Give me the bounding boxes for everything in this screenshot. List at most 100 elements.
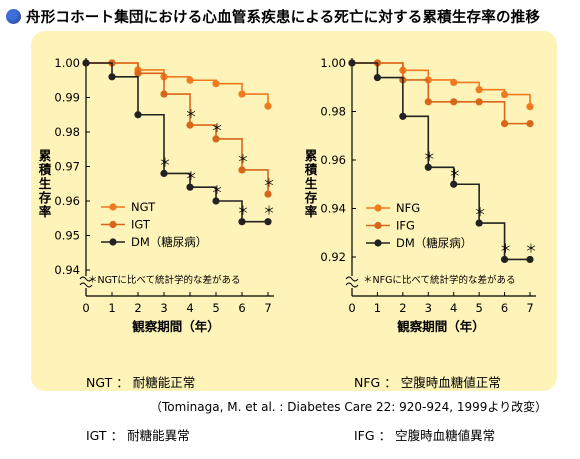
x-tick-label: 1 (108, 301, 115, 315)
data-point (450, 78, 458, 86)
axis-break-icon (345, 276, 359, 288)
data-point (186, 183, 194, 191)
x-tick-label: 1 (374, 301, 381, 315)
data-point (500, 120, 509, 128)
legend-swatch-marker (374, 204, 382, 212)
y-axis-label-char: 率 (39, 204, 52, 219)
y-tick-label: 0.96 (54, 194, 80, 208)
legend-label: IFG (396, 219, 415, 233)
x-tick-label: 3 (160, 301, 167, 315)
data-point (212, 135, 220, 143)
y-axis-label-char: 生 (305, 176, 318, 191)
data-point (186, 76, 194, 84)
x-tick-label: 2 (399, 301, 406, 315)
y-tick-label: 1.00 (320, 56, 346, 70)
x-tick-label: 0 (82, 301, 89, 315)
x-tick-label: 0 (348, 301, 355, 315)
def-sep: ： (378, 428, 392, 443)
significance-asterisk: ＊ (185, 169, 197, 183)
def-desc: 耐糖能正常 (132, 375, 196, 390)
legend-label: NFG (396, 201, 420, 215)
charts-svg: 1.00 0.99 0.98 0.97 0.96 0.95 0.94 0 1 2 3 4 5 6 7 累積生存… (38, 56, 537, 334)
legend-swatch-marker (109, 203, 117, 211)
series-line (352, 62, 531, 107)
data-point (475, 219, 483, 227)
def-sep: ： (110, 428, 124, 443)
data-point (526, 120, 534, 128)
significance-asterisk: ＊ (423, 149, 435, 163)
legend-label: DM（糖尿病） (131, 235, 207, 249)
page-title: 舟形コホート集団における心血管系疾患による死亡に対する累積生存率の推移 (26, 9, 541, 26)
data-point (134, 111, 142, 119)
data-point (212, 197, 220, 205)
x-tick-label: 5 (212, 301, 219, 315)
significance-asterisk: ＊ (159, 155, 171, 169)
significance-asterisk: ＊ (237, 152, 249, 166)
y-axis-label-char: 累 (305, 148, 318, 163)
significance-asterisk: ＊ (263, 176, 275, 190)
data-point (450, 180, 458, 188)
data-point (264, 218, 272, 226)
significance-asterisk: ＊ (474, 205, 486, 219)
data-point (373, 73, 382, 82)
data-point (108, 73, 116, 81)
series-line (86, 62, 269, 107)
y-tick-label: 0.92 (320, 250, 346, 264)
significance-asterisk: ＊ (185, 107, 197, 121)
significance-asterisk: ＊ (211, 121, 223, 135)
data-point (212, 80, 220, 88)
data-point (264, 102, 272, 110)
def-abbr: NFG (354, 375, 381, 390)
series-line (86, 62, 268, 223)
y-tick-label: 0.94 (54, 263, 80, 277)
y-axis-label-char: 率 (305, 204, 318, 219)
chart-1: 1.00 0.99 0.98 0.97 0.96 0.95 0.94 0 1 2 3 4 5 6 7 累積生存… (38, 56, 275, 334)
data-point (160, 90, 168, 98)
data-point (475, 98, 483, 106)
data-point (238, 90, 246, 98)
significance-note: ＊NGTに比べて統計学的な差がある (88, 274, 241, 286)
data-point (526, 103, 534, 111)
x-tick-label: 2 (134, 301, 141, 315)
data-point (186, 121, 194, 129)
legend-swatch-marker (109, 220, 117, 229)
axis-break-icon (79, 276, 93, 288)
significance-asterisk: ＊ (263, 204, 275, 218)
y-axis-label-char: 生 (39, 176, 52, 191)
data-point (348, 59, 356, 67)
chart-panel (31, 31, 557, 391)
data-point (475, 86, 483, 94)
series-line (86, 62, 269, 195)
data-point (238, 166, 246, 174)
significance-asterisk: ＊ (500, 241, 512, 255)
y-axis-label-char: 存 (38, 190, 52, 205)
data-point (424, 98, 432, 106)
x-axis-label: 観察期間（年） (132, 319, 220, 334)
legend-label: DM（糖尿病） (396, 236, 472, 250)
data-point (500, 255, 509, 264)
legend-swatch-marker (374, 239, 382, 247)
title-bullet-icon (6, 8, 21, 24)
def-desc: 耐糖能異常 (127, 428, 190, 443)
data-point (500, 90, 509, 99)
def-sep: ： (116, 375, 129, 390)
x-tick-label: 4 (450, 301, 457, 315)
x-tick-label: 7 (526, 301, 533, 315)
data-point (134, 69, 142, 77)
def-abbr: NGT (86, 375, 113, 390)
def-abbr: IGT (86, 428, 107, 443)
legend-swatch-marker (109, 238, 117, 246)
y-tick-label: 0.95 (54, 229, 80, 243)
data-point (264, 190, 272, 198)
y-tick-label: 0.96 (320, 153, 346, 167)
y-axis-label-char: 存 (304, 190, 318, 205)
data-point (238, 218, 246, 226)
y-tick-label: 0.99 (54, 91, 80, 105)
significance-asterisk: ＊ (237, 204, 249, 218)
y-tick-label: 0.98 (54, 125, 80, 139)
y-tick-label: 1.00 (54, 56, 80, 70)
x-tick-label: 6 (501, 301, 508, 315)
def-desc: 空腹時血糖値異常 (395, 428, 496, 443)
legend-swatch-marker (374, 221, 382, 230)
significance-asterisk: ＊ (449, 166, 461, 180)
